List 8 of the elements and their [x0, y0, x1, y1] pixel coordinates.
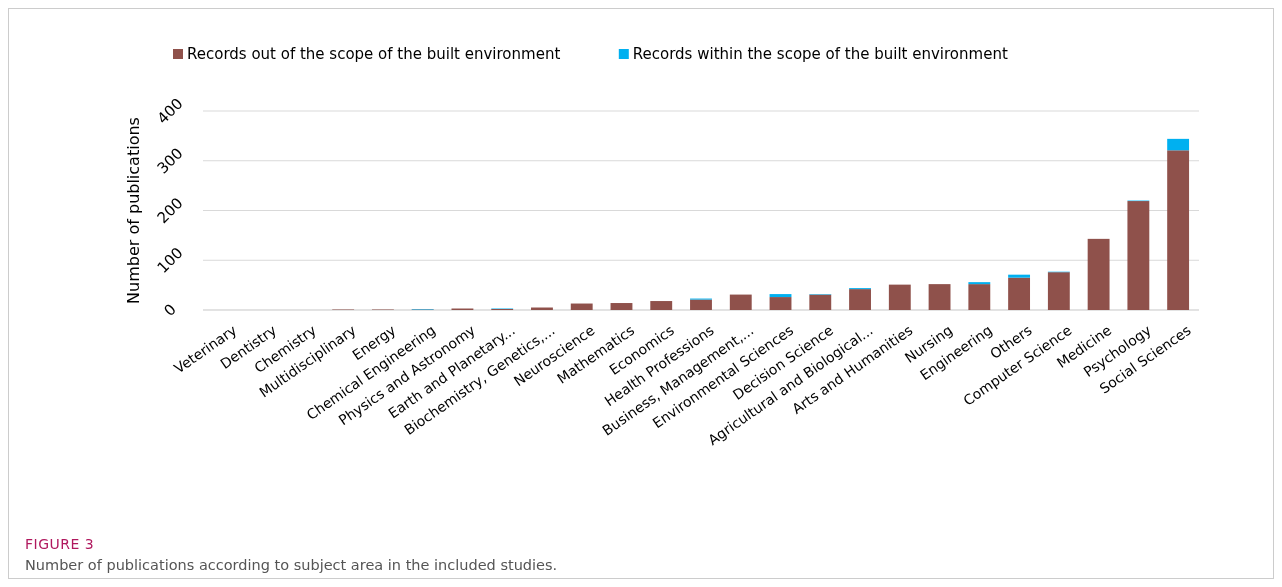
y-axis-title: Number of publications	[123, 117, 143, 304]
y-tick-label: 0	[160, 300, 180, 320]
legend-label: Records out of the scope of the built environment	[187, 45, 561, 63]
y-tick-label: 100	[153, 243, 187, 277]
text: Number of publications according to subject area in the included studies.	[25, 557, 558, 573]
y-tick-label: 400	[153, 94, 187, 128]
legend-label: Records within the scope of the built environment	[632, 45, 1008, 63]
caption: FIGURE 3	[25, 536, 95, 552]
